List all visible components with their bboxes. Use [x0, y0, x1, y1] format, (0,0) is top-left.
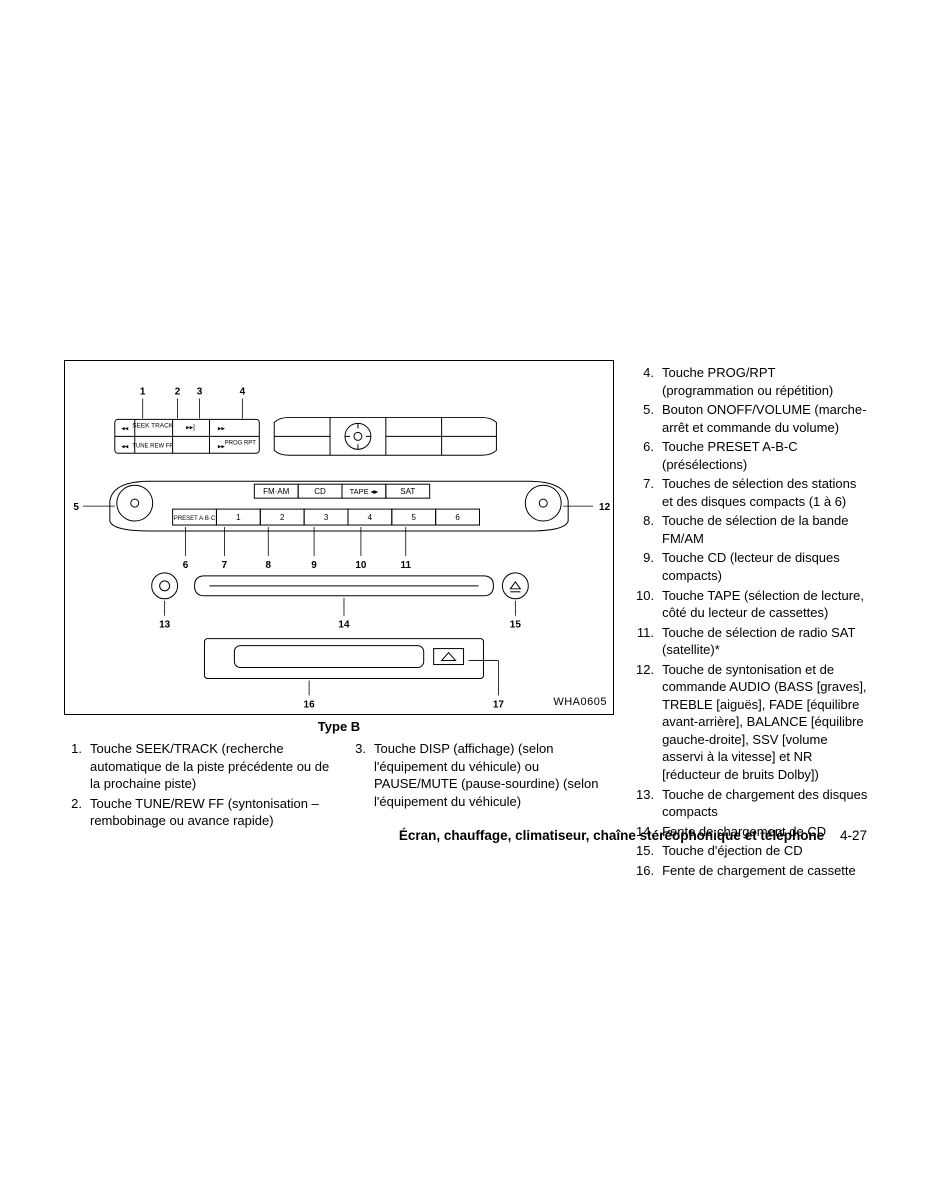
- cd-label: CD: [314, 487, 326, 496]
- legend-item: 4.Touche PROG/RPT (programmation ou répé…: [636, 364, 869, 399]
- callout-12: 12: [599, 502, 611, 513]
- legend-item-text: Touche de syntonisation et de commande A…: [662, 661, 869, 784]
- legend-item-text: Touche TAPE (sélection de lecture, côté …: [662, 587, 869, 622]
- manual-page: ◂◂ ◂◂ ▸▸ ▸▸ SEEK TRACK TUNE REW FF ▸▸| P…: [64, 360, 869, 881]
- callout-7: 7: [222, 560, 228, 571]
- legend-item-text: Touche de sélection de la bande FM/AM: [662, 512, 869, 547]
- fmam-label: FM·AM: [263, 487, 289, 496]
- legend-item: 16.Fente de chargement de cassette: [636, 862, 869, 880]
- legend-item: 11.Touche de sélection de radio SAT (sat…: [636, 624, 869, 659]
- diagram-caption: Type B: [64, 719, 614, 734]
- legend-item-text: Touche d'éjection de CD: [662, 842, 869, 860]
- legend-item-number: 5.: [636, 401, 662, 436]
- preset-label: PRESET A·B·C: [174, 516, 216, 522]
- prog-rpt-label: PROG RPT: [225, 440, 257, 446]
- legend-item-text: Touches de sélection des stations et des…: [662, 475, 869, 510]
- callout-4: 4: [240, 387, 246, 398]
- legend-item-number: 12.: [636, 661, 662, 784]
- preset-1: 1: [236, 513, 241, 522]
- callout-5: 5: [73, 502, 79, 513]
- callout-10: 10: [355, 560, 367, 571]
- legend-item-number: 15.: [636, 842, 662, 860]
- legend-item: 8.Touche de sélection de la bande FM/AM: [636, 512, 869, 547]
- legend-item-number: 13.: [636, 786, 662, 821]
- callout-2: 2: [175, 387, 181, 398]
- callout-9: 9: [311, 560, 317, 571]
- legend-item-text: Touche de sélection de radio SAT (satell…: [662, 624, 869, 659]
- legend-item-text: Touche DISP (affichage) (selon l'équipem…: [374, 740, 614, 810]
- right-column: 4.Touche PROG/RPT (programmation ou répé…: [636, 360, 869, 881]
- legend-col-1: 1.Touche SEEK/TRACK (recherche automatiq…: [64, 740, 330, 830]
- legend-item-number: 4.: [636, 364, 662, 399]
- legend-item: 13.Touche de chargement des disques comp…: [636, 786, 869, 821]
- callout-13: 13: [159, 620, 171, 631]
- seek-track-label: SEEK TRACK: [132, 422, 174, 429]
- svg-text:▸▸|: ▸▸|: [186, 424, 195, 431]
- callout-16: 16: [304, 699, 316, 710]
- legend-col-3: 4.Touche PROG/RPT (programmation ou répé…: [636, 364, 869, 879]
- legend-item: 7.Touches de sélection des stations et d…: [636, 475, 869, 510]
- diagram-code: WHA0605: [553, 696, 607, 708]
- callout-6: 6: [183, 560, 189, 571]
- legend-item-number: 8.: [636, 512, 662, 547]
- legend-item: 9.Touche CD (lecteur de disques compacts…: [636, 549, 869, 584]
- legend-item-number: 1.: [64, 740, 90, 793]
- preset-4: 4: [368, 513, 373, 522]
- legend-item-text: Touche PRESET A-B-C (présélections): [662, 438, 869, 473]
- content-row: ◂◂ ◂◂ ▸▸ ▸▸ SEEK TRACK TUNE REW FF ▸▸| P…: [64, 360, 869, 881]
- callout-17: 17: [493, 699, 505, 710]
- preset-6: 6: [455, 513, 460, 522]
- svg-text:◂◂: ◂◂: [121, 425, 128, 432]
- legend-item: 1.Touche SEEK/TRACK (recherche automatiq…: [64, 740, 330, 793]
- preset-5: 5: [412, 513, 417, 522]
- sat-label: SAT: [400, 487, 415, 496]
- legend-item: 10.Touche TAPE (sélection de lecture, cô…: [636, 587, 869, 622]
- page-footer: Écran, chauffage, climatiseur, chaîne st…: [64, 828, 869, 843]
- legend-item-text: Touche PROG/RPT (programmation ou répéti…: [662, 364, 869, 399]
- footer-page-number: 4-27: [840, 828, 867, 843]
- tune-rew-ff-label: TUNE REW FF: [132, 443, 173, 449]
- callout-1: 1: [140, 387, 146, 398]
- tape-label: TAPE ◂▸: [350, 487, 379, 496]
- callout-3: 3: [197, 387, 203, 398]
- legend-item: 15.Touche d'éjection de CD: [636, 842, 869, 860]
- legend-item: 12.Touche de syntonisation et de command…: [636, 661, 869, 784]
- svg-text:◂◂: ◂◂: [121, 443, 128, 450]
- left-column: ◂◂ ◂◂ ▸▸ ▸▸ SEEK TRACK TUNE REW FF ▸▸| P…: [64, 360, 614, 832]
- legend-item: 6.Touche PRESET A-B-C (présélections): [636, 438, 869, 473]
- legend-item-number: 2.: [64, 795, 90, 830]
- legend-item-number: 11.: [636, 624, 662, 659]
- legend-item-text: Touche SEEK/TRACK (recherche automatique…: [90, 740, 330, 793]
- legend-item-text: Touche de chargement des disques compact…: [662, 786, 869, 821]
- legend-item: 5.Bouton ONOFF/VOLUME (marche-arrêt et c…: [636, 401, 869, 436]
- legend-item-number: 10.: [636, 587, 662, 622]
- legend-col-2: 3.Touche DISP (affichage) (selon l'équip…: [348, 740, 614, 810]
- legend-item-number: 6.: [636, 438, 662, 473]
- legend-item-number: 7.: [636, 475, 662, 510]
- radio-diagram-svg: ◂◂ ◂◂ ▸▸ ▸▸ SEEK TRACK TUNE REW FF ▸▸| P…: [65, 361, 613, 714]
- legend-item-number: 9.: [636, 549, 662, 584]
- svg-text:▸▸: ▸▸: [218, 425, 225, 432]
- legend-item: 3.Touche DISP (affichage) (selon l'équip…: [348, 740, 614, 810]
- legend-item-text: Fente de chargement de cassette: [662, 862, 869, 880]
- legend-item-text: Touche CD (lecteur de disques compacts): [662, 549, 869, 584]
- legend-under-diagram: 1.Touche SEEK/TRACK (recherche automatiq…: [64, 740, 614, 832]
- legend-item-text: Touche TUNE/REW FF (syntonisation – remb…: [90, 795, 330, 830]
- legend-item-text: Bouton ONOFF/VOLUME (marche-arrêt et com…: [662, 401, 869, 436]
- callout-14: 14: [338, 620, 350, 631]
- legend-item: 2.Touche TUNE/REW FF (syntonisation – re…: [64, 795, 330, 830]
- legend-item-number: 16.: [636, 862, 662, 880]
- callout-8: 8: [265, 560, 271, 571]
- preset-2: 2: [280, 513, 285, 522]
- callout-15: 15: [510, 620, 522, 631]
- footer-section-title: Écran, chauffage, climatiseur, chaîne st…: [399, 828, 824, 843]
- radio-diagram: ◂◂ ◂◂ ▸▸ ▸▸ SEEK TRACK TUNE REW FF ▸▸| P…: [64, 360, 614, 715]
- callout-11: 11: [400, 560, 411, 571]
- preset-3: 3: [324, 513, 329, 522]
- legend-item-number: 3.: [348, 740, 374, 810]
